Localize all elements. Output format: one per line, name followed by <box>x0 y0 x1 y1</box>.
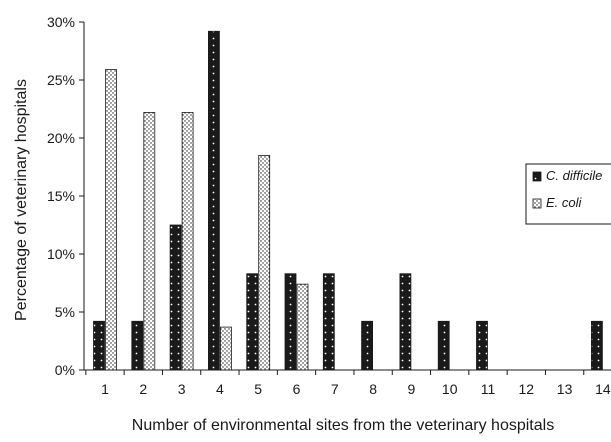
c-difficile-bar <box>399 273 412 371</box>
e-coli-bar <box>143 112 156 371</box>
c-difficile-bar <box>93 320 105 371</box>
c-difficile-bar <box>169 224 182 371</box>
x-tick-label: 7 <box>331 381 339 397</box>
c-difficile-bar <box>591 320 603 371</box>
y-tick-label: 20% <box>47 130 75 146</box>
c-difficile-bar <box>361 320 374 371</box>
y-tick-label: 5% <box>55 304 75 320</box>
legend-swatch <box>532 198 542 209</box>
x-tick-label: 2 <box>139 381 147 397</box>
x-tick-label: 13 <box>557 381 573 397</box>
e-coli-bar <box>105 69 117 371</box>
x-tick-label: 3 <box>178 381 186 397</box>
e-coli-bar <box>181 112 194 371</box>
c-difficile-bar <box>476 320 488 371</box>
bars <box>93 30 603 371</box>
legend-swatch <box>532 171 542 182</box>
x-tick-label: 8 <box>369 381 377 397</box>
c-difficile-bar <box>437 320 450 371</box>
x-axis-title: Number of environmental sites from the v… <box>132 417 554 434</box>
x-tick-label: 11 <box>481 381 496 397</box>
x-tick-label: 1 <box>101 381 109 397</box>
c-difficile-bar <box>246 273 259 371</box>
x-tick-label: 12 <box>519 381 535 397</box>
y-tick-label: 25% <box>47 72 75 88</box>
e-coli-bar <box>258 154 271 371</box>
x-tick-label: 5 <box>254 381 262 397</box>
y-axis-title: Percentage of veterinary hospitals <box>13 79 30 321</box>
tick-labels: 0%5%10%15%20%25%30%1 2 3 4 5 6 7 8 9 10 11 12 13 14 <box>47 14 611 397</box>
x-tick-label: 14 <box>595 381 611 397</box>
y-tick-label: 15% <box>47 188 75 204</box>
x-tick-label: 6 <box>293 381 301 397</box>
y-tick-label: 0% <box>55 362 75 378</box>
legend: C. difficile E. coli <box>525 163 611 225</box>
legend-label: E. coli <box>546 195 583 210</box>
x-tick-label: 9 <box>408 381 416 397</box>
e-coli-bar <box>296 283 309 371</box>
c-difficile-bar <box>207 30 220 371</box>
x-tick-label: 10 <box>442 381 458 397</box>
y-tick-label: 30% <box>47 14 75 30</box>
c-difficile-bar <box>322 273 335 371</box>
c-difficile-bar <box>284 273 297 371</box>
e-coli-bar <box>219 326 232 371</box>
y-tick-label: 10% <box>47 246 75 262</box>
c-difficile-bar <box>131 320 144 371</box>
legend-label: C. difficile <box>546 168 602 183</box>
x-tick-label: 4 <box>216 381 224 397</box>
